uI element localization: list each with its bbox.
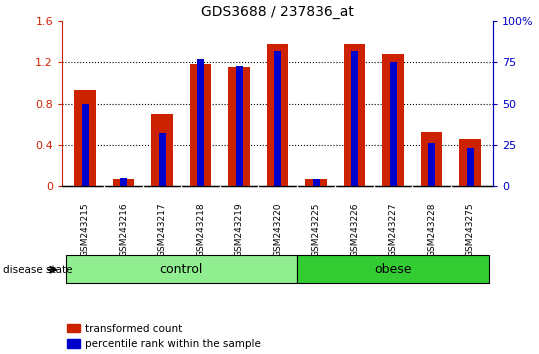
Bar <box>428 143 435 186</box>
Legend: transformed count, percentile rank within the sample: transformed count, percentile rank withi… <box>67 324 261 349</box>
Bar <box>190 64 211 186</box>
Bar <box>459 138 481 186</box>
Text: GSM243228: GSM243228 <box>427 202 436 257</box>
Text: GSM243215: GSM243215 <box>81 202 89 257</box>
Bar <box>236 66 243 186</box>
Bar <box>297 255 489 283</box>
Bar <box>313 179 320 186</box>
Bar <box>344 44 365 186</box>
Bar <box>74 90 95 186</box>
Text: GSM243219: GSM243219 <box>234 202 244 257</box>
Bar <box>306 179 327 186</box>
Bar <box>383 54 404 186</box>
Text: control: control <box>160 263 203 275</box>
Text: GSM243226: GSM243226 <box>350 202 359 257</box>
Text: GSM243218: GSM243218 <box>196 202 205 257</box>
Text: GSM243220: GSM243220 <box>273 202 282 257</box>
Text: GSM243225: GSM243225 <box>312 202 321 257</box>
Bar <box>197 59 204 186</box>
Bar <box>274 51 281 186</box>
Text: GSM243216: GSM243216 <box>119 202 128 257</box>
Text: disease state: disease state <box>3 265 72 275</box>
Bar <box>120 178 127 186</box>
Bar <box>351 51 358 186</box>
Bar <box>229 67 250 186</box>
Text: obese: obese <box>374 263 412 275</box>
Bar <box>158 133 165 186</box>
Bar <box>467 148 474 186</box>
Bar <box>390 62 397 186</box>
Bar <box>421 132 442 186</box>
Text: GSM243217: GSM243217 <box>157 202 167 257</box>
Bar <box>66 255 297 283</box>
Text: GSM243275: GSM243275 <box>466 202 474 257</box>
Bar <box>151 114 172 186</box>
Bar <box>113 179 134 186</box>
Text: GSM243227: GSM243227 <box>389 202 398 257</box>
Bar <box>267 44 288 186</box>
Bar <box>81 103 88 186</box>
Title: GDS3688 / 237836_at: GDS3688 / 237836_at <box>201 5 354 19</box>
